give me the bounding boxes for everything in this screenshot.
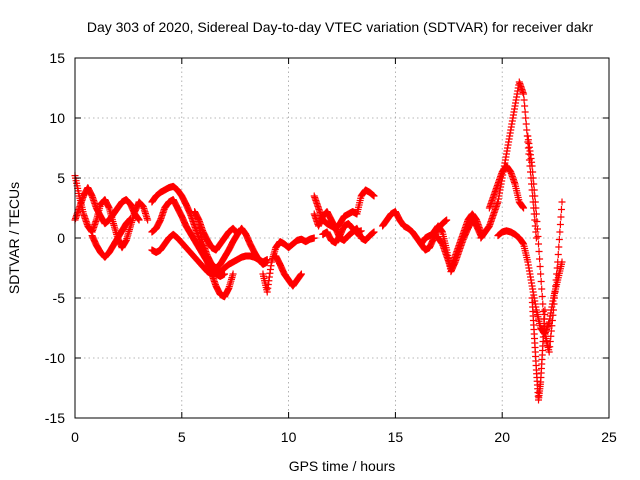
series-arc-2 (71, 184, 143, 228)
data-point (535, 240, 543, 248)
data-point (528, 162, 536, 170)
data-point (520, 96, 528, 104)
data-point (357, 227, 365, 235)
data-point (555, 243, 563, 251)
series-arc-18 (485, 162, 528, 212)
data-point (532, 210, 540, 218)
data-point (551, 294, 559, 302)
data-point (554, 251, 562, 258)
data-point (557, 206, 565, 213)
data-point (531, 198, 539, 206)
data-point (539, 308, 547, 315)
y-tick-label: 0 (57, 230, 65, 246)
data-point (443, 216, 451, 224)
y-tick-label: 15 (49, 50, 65, 66)
data-point (537, 278, 545, 285)
data-point (535, 248, 543, 255)
x-tick-label: 20 (494, 429, 510, 445)
series-arc-13 (319, 220, 365, 247)
series-arc-12 (310, 186, 378, 232)
data-point (532, 204, 540, 212)
y-tick-label: 10 (49, 110, 65, 126)
data-point (523, 126, 531, 134)
series-arc-14 (379, 208, 451, 254)
data-point (310, 234, 318, 242)
x-tick-label: 15 (388, 429, 404, 445)
series-arc-3 (88, 215, 135, 261)
series-arc-16 (430, 216, 485, 276)
data-point (552, 282, 560, 290)
data-point (552, 276, 560, 284)
data-point (370, 192, 378, 200)
data-point (538, 285, 546, 293)
data-point (522, 120, 530, 128)
data-point (229, 270, 237, 278)
data-point (541, 306, 549, 314)
data-point (529, 174, 537, 182)
data-point (538, 293, 546, 300)
chart-title: Day 303 of 2020, Sidereal Day-to-day VTE… (87, 19, 594, 35)
data-point (127, 215, 135, 223)
data-point (233, 229, 241, 237)
data-point (531, 192, 539, 200)
data-point (553, 264, 561, 272)
data-point (536, 255, 544, 263)
series-arc-9 (259, 234, 318, 296)
data-point (553, 270, 561, 278)
data-point (529, 168, 537, 176)
series-arc-21 (528, 294, 549, 404)
x-tick-label: 10 (281, 429, 297, 445)
series-arc-10 (272, 252, 305, 290)
data-point (297, 270, 305, 278)
data-point (536, 263, 544, 270)
data-point (549, 306, 557, 314)
data-point (556, 221, 564, 228)
data-point (539, 300, 547, 308)
y-tick-label: -15 (45, 410, 65, 426)
data-point (135, 216, 143, 224)
data-points (71, 78, 566, 404)
data-point (530, 180, 538, 188)
x-axis-label: GPS time / hours (289, 458, 396, 474)
series-arc-8 (191, 208, 241, 254)
data-point (537, 270, 545, 278)
data-point (520, 90, 528, 98)
y-tick-label: -5 (53, 290, 66, 306)
data-point (525, 150, 533, 158)
x-tick-label: 25 (601, 429, 617, 445)
y-axis-label: SDTVAR / TECUs (6, 182, 22, 294)
data-point (520, 204, 528, 212)
data-point (554, 258, 562, 266)
axis-ticks: 0 5 10 15 20 25 -15 -10 -5 0 5 10 15 (45, 50, 617, 445)
data-point (532, 228, 540, 236)
data-point (555, 236, 563, 243)
data-point (521, 102, 529, 110)
series-arc-19 (494, 227, 566, 338)
series-arc-6 (148, 230, 271, 278)
y-tick-label: 5 (57, 170, 65, 186)
data-point (144, 216, 152, 224)
x-tick-label: 0 (71, 429, 79, 445)
data-point (521, 108, 529, 116)
data-point (550, 300, 558, 308)
data-point (534, 233, 542, 240)
series-arc-4 (148, 182, 237, 301)
series-arc-1 (71, 172, 152, 252)
data-point (530, 186, 538, 194)
data-point (533, 225, 541, 233)
data-point (558, 198, 566, 206)
series-arc-20 (524, 132, 566, 356)
series-arc-17 (477, 78, 540, 242)
data-point (551, 288, 559, 296)
x-tick-label: 5 (178, 429, 186, 445)
data-point (370, 228, 378, 236)
data-point (522, 114, 530, 122)
y-tick-label: -10 (45, 350, 65, 366)
data-point (556, 228, 564, 236)
data-point (533, 218, 541, 225)
data-point (532, 234, 540, 242)
data-point (557, 213, 565, 221)
